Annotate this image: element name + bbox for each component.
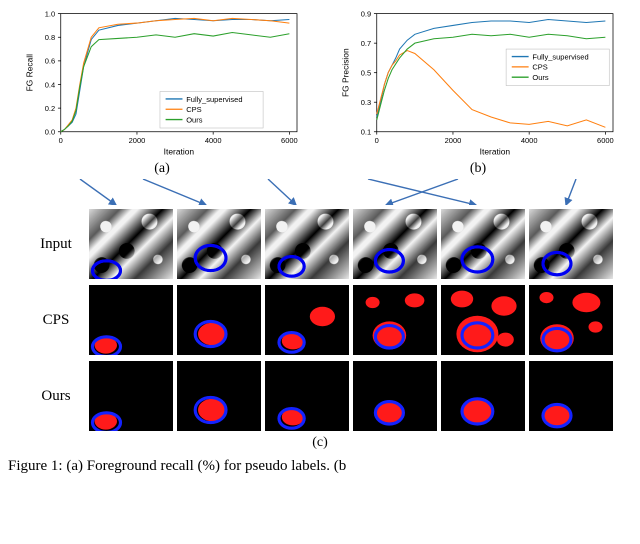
arrows-svg — [8, 179, 632, 205]
svg-text:6000: 6000 — [281, 136, 298, 145]
svg-text:0.8: 0.8 — [45, 33, 55, 42]
row-label-ours: Ours — [27, 388, 85, 405]
top-charts-row: 0 2000 4000 6000 0.0 0.2 0.4 0.6 0.8 1.0 Iteration… — [8, 8, 632, 177]
svg-text:CPS: CPS — [186, 105, 201, 114]
cps-cell — [529, 285, 613, 355]
ours-cell — [529, 361, 613, 431]
row-label-cps: CPS — [27, 312, 85, 329]
svg-text:0: 0 — [375, 136, 379, 145]
cps-cell — [89, 285, 173, 355]
svg-text:2000: 2000 — [129, 136, 146, 145]
svg-text:0.4: 0.4 — [45, 80, 55, 89]
svg-text:0.5: 0.5 — [361, 69, 371, 78]
input-cell — [89, 209, 173, 279]
svg-text:FG Recall: FG Recall — [25, 54, 35, 92]
ours-cell — [441, 361, 525, 431]
chart-a: 0 2000 4000 6000 0.0 0.2 0.4 0.6 0.8 1.0 Iteration… — [8, 8, 316, 177]
chart-b: 0 2000 4000 6000 0.1 0.3 0.5 0.7 0.9 Iteration FG … — [324, 8, 632, 177]
svg-text:0.3: 0.3 — [361, 98, 371, 107]
svg-text:4000: 4000 — [205, 136, 222, 145]
svg-text:Ours: Ours — [186, 115, 203, 124]
grid-letter: (c) — [8, 435, 632, 451]
ours-cell — [353, 361, 437, 431]
svg-text:0.2: 0.2 — [45, 104, 55, 113]
arrows-region — [8, 179, 632, 205]
svg-text:Iteration: Iteration — [480, 146, 511, 156]
image-grid: Input CPS Ours — [8, 209, 632, 431]
svg-text:CPS: CPS — [532, 63, 547, 72]
ours-cell — [265, 361, 349, 431]
svg-text:Fully_supervised: Fully_supervised — [186, 95, 242, 104]
input-cell — [265, 209, 349, 279]
svg-text:0.6: 0.6 — [45, 57, 55, 66]
cps-cell — [177, 285, 261, 355]
chart-a-letter: (a) — [8, 161, 316, 177]
cps-cell — [441, 285, 525, 355]
svg-text:0.9: 0.9 — [361, 9, 371, 18]
svg-text:0.7: 0.7 — [361, 39, 371, 48]
input-cell — [177, 209, 261, 279]
cps-cell — [353, 285, 437, 355]
svg-text:0.1: 0.1 — [361, 128, 371, 137]
ours-cell — [89, 361, 173, 431]
svg-text:Iteration: Iteration — [164, 146, 195, 156]
svg-text:Fully_supervised: Fully_supervised — [532, 52, 588, 61]
svg-text:1.0: 1.0 — [45, 9, 55, 18]
input-cell — [529, 209, 613, 279]
cps-cell — [265, 285, 349, 355]
input-cell — [353, 209, 437, 279]
chart-b-svg: 0 2000 4000 6000 0.1 0.3 0.5 0.7 0.9 Iteration FG … — [324, 8, 632, 158]
svg-text:2000: 2000 — [445, 136, 462, 145]
row-label-input: Input — [27, 236, 85, 253]
figure-caption: Figure 1: (a) Foreground recall (%) for … — [8, 457, 632, 476]
svg-text:0.0: 0.0 — [45, 128, 55, 137]
svg-text:Ours: Ours — [532, 73, 549, 82]
svg-text:FG Precision: FG Precision — [341, 48, 351, 97]
input-cell — [441, 209, 525, 279]
ours-cell — [177, 361, 261, 431]
svg-text:4000: 4000 — [521, 136, 538, 145]
chart-b-letter: (b) — [324, 161, 632, 177]
svg-text:0: 0 — [59, 136, 63, 145]
chart-a-svg: 0 2000 4000 6000 0.0 0.2 0.4 0.6 0.8 1.0 Iteration… — [8, 8, 316, 158]
svg-text:6000: 6000 — [597, 136, 614, 145]
